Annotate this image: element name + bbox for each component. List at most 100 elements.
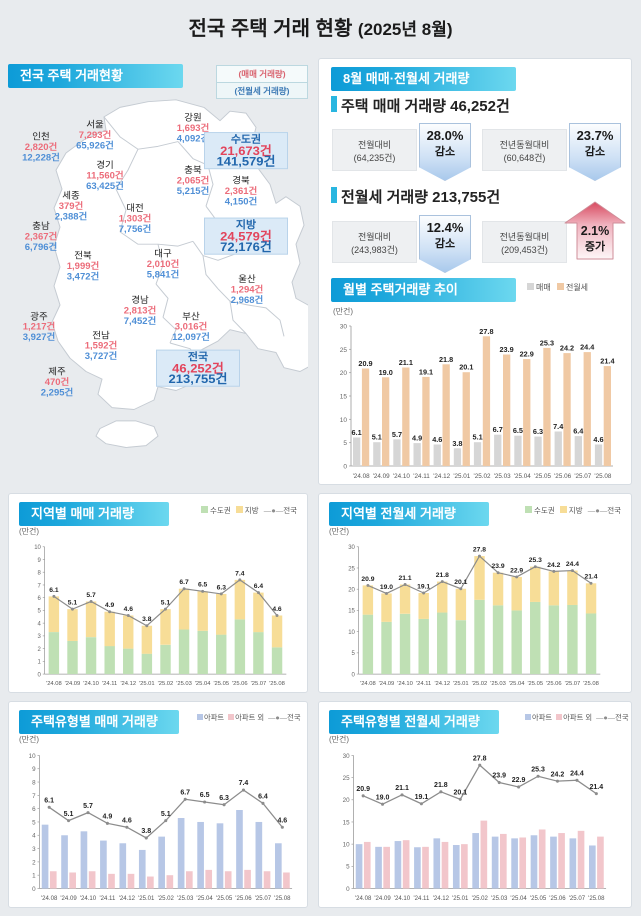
svg-text:'25.04: '25.04: [195, 681, 211, 687]
svg-text:25: 25: [348, 566, 355, 572]
svg-text:'24.12: '24.12: [120, 681, 136, 687]
svg-text:4.6: 4.6: [432, 435, 442, 444]
svg-text:4.9: 4.9: [412, 434, 422, 443]
svg-text:'25.03: '25.03: [494, 473, 511, 480]
svg-text:'24.11: '24.11: [99, 896, 116, 902]
svg-text:증가: 증가: [585, 239, 605, 253]
svg-text:20: 20: [340, 370, 348, 377]
svg-text:5.1: 5.1: [161, 811, 171, 818]
svg-text:22.9: 22.9: [520, 350, 534, 359]
svg-text:30: 30: [340, 324, 348, 331]
svg-text:5.7: 5.7: [86, 592, 96, 599]
svg-text:'24.12: '24.12: [433, 473, 450, 480]
svg-text:27.8: 27.8: [479, 327, 493, 336]
svg-text:21.1: 21.1: [399, 358, 413, 367]
svg-text:5: 5: [352, 651, 356, 657]
svg-text:'25.02: '25.02: [472, 681, 488, 687]
svg-text:20.9: 20.9: [361, 576, 374, 583]
svg-text:27.8: 27.8: [473, 546, 486, 553]
svg-text:5.1: 5.1: [64, 811, 74, 818]
svg-text:'24.09: '24.09: [65, 681, 81, 687]
svg-text:2: 2: [38, 647, 42, 653]
svg-text:5.1: 5.1: [372, 433, 382, 442]
svg-text:'24.08: '24.08: [360, 681, 376, 687]
svg-text:'24.10: '24.10: [394, 896, 411, 902]
svg-text:6.1: 6.1: [49, 587, 59, 594]
svg-text:'25.07: '25.07: [565, 681, 581, 687]
svg-text:'25.05: '25.05: [527, 681, 543, 687]
svg-text:8: 8: [32, 779, 36, 786]
svg-text:'25.08: '25.08: [269, 681, 285, 687]
svg-text:1: 1: [38, 660, 42, 666]
svg-text:0: 0: [352, 672, 356, 678]
svg-text:'24.11: '24.11: [416, 681, 431, 687]
svg-text:21.8: 21.8: [434, 782, 448, 789]
svg-text:10: 10: [34, 545, 41, 551]
svg-text:25.3: 25.3: [529, 557, 542, 564]
svg-text:21.8: 21.8: [436, 572, 449, 579]
svg-text:15: 15: [348, 609, 355, 615]
svg-text:4.9: 4.9: [103, 813, 113, 820]
svg-text:21.8: 21.8: [439, 355, 453, 364]
svg-text:'25.04: '25.04: [510, 896, 527, 902]
svg-text:24.4: 24.4: [580, 343, 595, 352]
svg-text:6.7: 6.7: [493, 425, 503, 434]
svg-text:23.9: 23.9: [492, 563, 505, 570]
svg-text:2.1%: 2.1%: [581, 224, 610, 238]
svg-text:'25.07: '25.07: [255, 896, 272, 902]
svg-text:19.0: 19.0: [380, 584, 393, 591]
svg-text:20.1: 20.1: [454, 579, 467, 586]
svg-text:7: 7: [32, 793, 36, 800]
svg-text:5.1: 5.1: [68, 600, 78, 607]
svg-text:'25.06: '25.06: [232, 681, 248, 687]
svg-text:'24.10: '24.10: [397, 681, 413, 687]
svg-text:10: 10: [340, 417, 348, 424]
svg-text:'24.09: '24.09: [373, 473, 390, 480]
svg-text:'25.03: '25.03: [176, 681, 192, 687]
svg-text:5.1: 5.1: [473, 433, 483, 442]
svg-text:9: 9: [32, 766, 36, 773]
svg-text:'25.04: '25.04: [509, 681, 525, 687]
svg-text:0: 0: [343, 464, 347, 471]
svg-text:20: 20: [343, 797, 350, 804]
svg-text:'24.09: '24.09: [379, 681, 395, 687]
svg-text:30: 30: [348, 545, 355, 551]
svg-text:4: 4: [32, 833, 36, 840]
svg-text:7.4: 7.4: [239, 780, 249, 787]
svg-text:20.9: 20.9: [356, 786, 370, 793]
svg-text:6.3: 6.3: [533, 427, 543, 436]
svg-text:4.9: 4.9: [105, 602, 115, 609]
svg-text:'25.03: '25.03: [177, 896, 194, 902]
svg-text:7: 7: [38, 583, 42, 589]
svg-text:19.1: 19.1: [419, 367, 433, 376]
svg-text:23.9: 23.9: [492, 773, 506, 780]
svg-text:'25.08: '25.08: [594, 473, 611, 480]
svg-text:6.3: 6.3: [217, 584, 227, 591]
svg-text:10: 10: [343, 842, 350, 849]
svg-text:'25.05: '25.05: [530, 896, 547, 902]
svg-text:4.6: 4.6: [593, 435, 603, 444]
svg-text:6.1: 6.1: [352, 428, 362, 437]
svg-text:21.4: 21.4: [600, 357, 615, 366]
svg-text:'25.07: '25.07: [574, 473, 591, 480]
svg-text:30: 30: [343, 753, 350, 760]
svg-text:6.7: 6.7: [180, 789, 190, 796]
svg-text:23.9: 23.9: [499, 345, 513, 354]
svg-text:4.6: 4.6: [122, 817, 132, 824]
svg-text:7.4: 7.4: [235, 570, 245, 577]
svg-text:'24.09: '24.09: [60, 896, 77, 902]
svg-text:'25.01: '25.01: [453, 473, 470, 480]
svg-text:'25.01: '25.01: [453, 681, 469, 687]
svg-text:6.4: 6.4: [254, 583, 264, 590]
svg-text:6.4: 6.4: [258, 794, 268, 801]
svg-text:6.3: 6.3: [219, 795, 229, 802]
svg-text:10: 10: [29, 753, 36, 760]
svg-text:'25.05: '25.05: [213, 681, 229, 687]
svg-text:24.2: 24.2: [551, 771, 565, 778]
svg-text:6: 6: [32, 806, 36, 813]
svg-text:21.4: 21.4: [584, 574, 597, 581]
svg-text:'24.12: '24.12: [433, 896, 450, 902]
svg-text:4.6: 4.6: [272, 606, 282, 613]
svg-text:5: 5: [32, 819, 36, 826]
svg-text:21.4: 21.4: [590, 784, 604, 791]
